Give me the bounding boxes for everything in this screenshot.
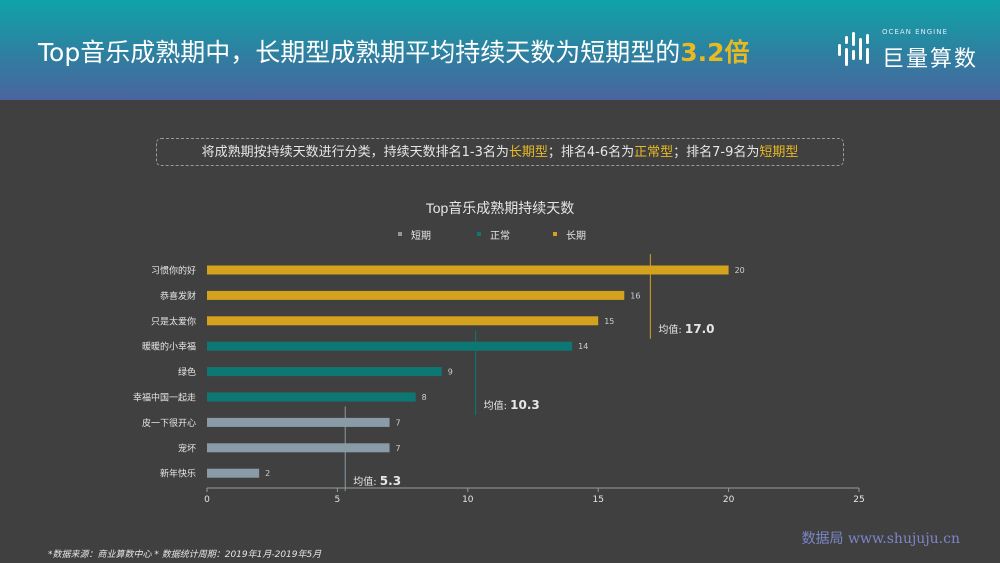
value-label-3: 14 xyxy=(578,342,588,351)
category-label-4: 绿色 xyxy=(178,366,196,378)
logo-mark-icon xyxy=(838,32,869,66)
classification-note: 将成熟期按持续天数进行分类，持续天数排名1-3名为长期型；排名4-6名为正常型；… xyxy=(156,138,844,166)
title-text: Top音乐成熟期中，长期型成熟期平均持续天数为短期型的 xyxy=(38,38,681,67)
bar-3 xyxy=(207,341,573,351)
page-title: Top音乐成熟期中，长期型成熟期平均持续天数为短期型的3.2倍 xyxy=(38,33,750,69)
title-highlight: 3.2倍 xyxy=(680,38,750,67)
x-tick-label-4: 20 xyxy=(723,495,735,505)
value-label-8: 2 xyxy=(265,469,270,478)
bar-5 xyxy=(207,392,416,402)
header-bar: Top音乐成熟期中，长期型成熟期平均持续天数为短期型的3.2倍 OCEAN EN… xyxy=(0,0,1000,100)
bar-4 xyxy=(207,367,442,377)
category-label-2: 只是太爱你 xyxy=(151,315,196,327)
bar-1 xyxy=(207,290,625,300)
logo-text: 巨量算数 xyxy=(882,47,979,72)
x-tick-label-2: 10 xyxy=(462,495,474,505)
average-label-2: 均值: 5.3 xyxy=(353,474,401,488)
legend-label-2: 长期 xyxy=(566,230,586,242)
x-tick-label-5: 25 xyxy=(853,495,864,505)
bar-6 xyxy=(207,417,390,427)
logo-subtitle: OCEAN ENGINE xyxy=(882,28,948,36)
x-tick-label-3: 15 xyxy=(592,495,603,505)
value-label-0: 20 xyxy=(735,266,745,275)
category-label-5: 幸福中国一起走 xyxy=(133,392,196,404)
category-label-6: 皮一下很开心 xyxy=(142,417,196,429)
average-label-0: 均值: 17.0 xyxy=(658,322,714,336)
brand-logo: OCEAN ENGINE 巨量算数 xyxy=(836,28,986,74)
value-label-6: 7 xyxy=(396,418,401,427)
category-label-7: 宠坏 xyxy=(178,442,196,454)
category-label-3: 暖暖的小幸福 xyxy=(142,341,196,353)
category-label-1: 恭喜发财 xyxy=(160,290,196,302)
legend-swatch-2 xyxy=(553,232,557,236)
value-label-7: 7 xyxy=(396,444,401,453)
x-tick-label-0: 0 xyxy=(204,495,210,505)
value-label-4: 9 xyxy=(448,368,453,377)
legend-swatch-1 xyxy=(477,232,481,236)
x-tick-label-1: 5 xyxy=(335,495,341,505)
legend-label-0: 短期 xyxy=(411,229,431,242)
watermark: 数据局 www.shujuju.cn xyxy=(801,531,960,547)
category-label-8: 新年快乐 xyxy=(160,468,196,480)
value-label-5: 8 xyxy=(422,393,427,402)
legend-swatch-0 xyxy=(398,232,402,236)
bar-7 xyxy=(207,443,390,453)
legend-label-1: 正常 xyxy=(490,229,510,242)
bar-8 xyxy=(207,468,260,478)
category-label-0: 习惯你的好 xyxy=(151,265,196,277)
average-label-1: 均值: 10.3 xyxy=(484,398,540,412)
bar-0 xyxy=(207,265,729,275)
chart-title: Top音乐成熟期持续天数 xyxy=(426,200,575,216)
bar-2 xyxy=(207,316,599,326)
data-source-footnote: *数据来源：商业算数中心 * 数据统计周期：2019年1月-2019年5月 xyxy=(48,550,322,560)
value-label-1: 16 xyxy=(630,291,640,300)
value-label-2: 15 xyxy=(604,317,614,326)
